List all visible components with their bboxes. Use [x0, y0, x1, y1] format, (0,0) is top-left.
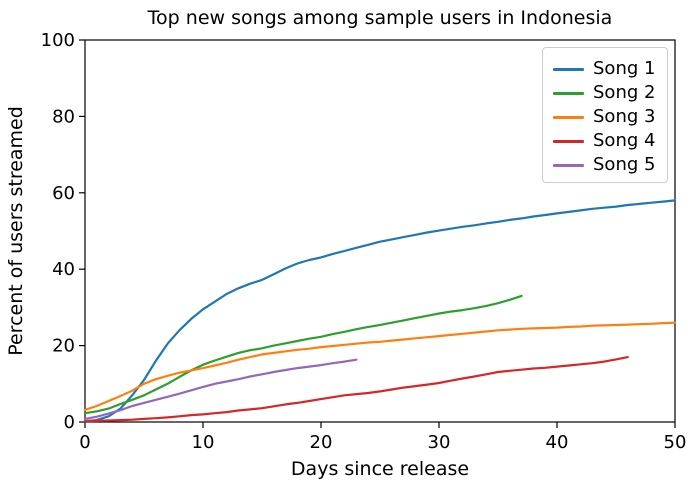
legend: Song 1 Song 2 Song 3 Song 4 Song 5 — [542, 47, 668, 183]
series-line-song-3 — [83, 321, 677, 411]
chart-title: Top new songs among sample users in Indo… — [147, 7, 613, 29]
legend-item: Song 5 — [553, 153, 657, 177]
legend-label: Song 2 — [593, 82, 656, 103]
series-line-song-2 — [83, 294, 523, 415]
legend-label: Song 1 — [593, 58, 656, 79]
legend-swatch — [553, 139, 584, 143]
y-tick-label: 80 — [52, 106, 75, 127]
legend-swatch — [553, 91, 584, 95]
y-axis-label: Percent of users streamed — [5, 106, 27, 356]
x-tick-label: 20 — [310, 432, 333, 453]
legend-label: Song 4 — [593, 130, 656, 151]
legend-label: Song 5 — [593, 154, 656, 175]
series-line-song-4 — [83, 356, 629, 423]
y-tick-label: 100 — [41, 30, 75, 51]
legend-item: Song 3 — [553, 105, 657, 129]
legend-swatch — [553, 163, 584, 167]
legend-item: Song 2 — [553, 81, 657, 105]
x-tick-label: 0 — [79, 432, 90, 453]
legend-swatch — [553, 67, 584, 71]
x-tick-label: 10 — [192, 432, 215, 453]
x-axis-label: Days since release — [290, 458, 470, 480]
legend-swatch — [553, 115, 584, 119]
y-tick-label: 60 — [52, 183, 75, 204]
x-tick-label: 30 — [428, 432, 451, 453]
plot-frame — [84, 39, 676, 423]
y-tick-label: 0 — [64, 412, 75, 433]
legend-label: Song 3 — [593, 106, 656, 127]
x-tick-label: 50 — [664, 432, 687, 453]
legend-item: Song 1 — [553, 57, 657, 81]
x-tick-label: 40 — [546, 432, 569, 453]
y-tick-label: 40 — [52, 259, 75, 280]
series-line-song-5 — [83, 358, 358, 420]
series-line-song-1 — [83, 199, 677, 423]
y-tick-label: 20 — [52, 336, 75, 357]
legend-item: Song 4 — [553, 129, 657, 153]
